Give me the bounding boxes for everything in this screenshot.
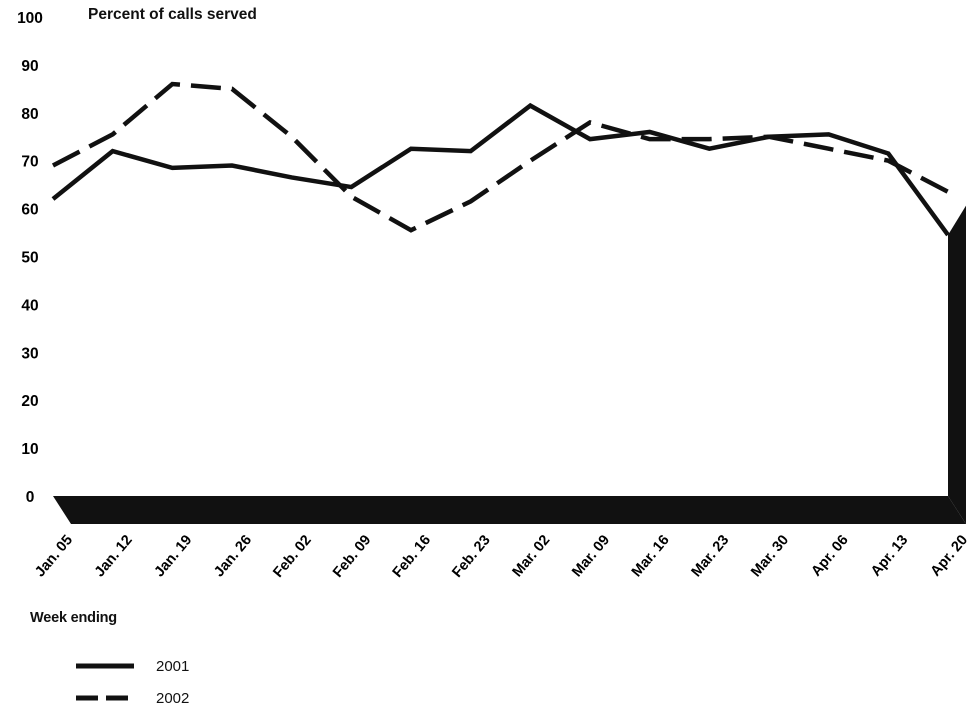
x-tick-label: Mar. 16 bbox=[629, 532, 673, 580]
x-tick-label: Mar. 02 bbox=[510, 532, 554, 580]
y-tick-label: 10 bbox=[21, 441, 38, 458]
x-tick-label: Feb. 09 bbox=[330, 532, 374, 581]
y-tick-label: 100 bbox=[17, 10, 43, 27]
x-tick-label: Apr. 13 bbox=[868, 532, 911, 579]
legend-label: 2001 bbox=[156, 657, 190, 675]
legend-swatch-solid bbox=[76, 663, 134, 669]
x-tick-label: Mar. 09 bbox=[569, 532, 613, 580]
y-tick-label: 30 bbox=[21, 345, 38, 362]
legend: 2001 2002 bbox=[76, 650, 189, 714]
y-tick-label: 90 bbox=[21, 58, 38, 75]
y-tick-label: 60 bbox=[21, 202, 38, 219]
legend-item-2002: 2002 bbox=[76, 682, 189, 714]
x-tick-label: Jan. 26 bbox=[211, 532, 255, 580]
x-tick-label: Jan. 05 bbox=[32, 532, 76, 580]
y-tick-label: 20 bbox=[21, 393, 38, 410]
x-tick-label: Feb. 23 bbox=[449, 532, 493, 581]
y-tick-label: 50 bbox=[21, 250, 38, 267]
x-tick-label: Apr. 06 bbox=[808, 532, 851, 579]
y-tick-label: 70 bbox=[21, 154, 38, 171]
y-tick-label: 0 bbox=[26, 489, 35, 506]
x-tick-label: Mar. 23 bbox=[689, 532, 733, 580]
x-tick-label: Apr. 20 bbox=[928, 532, 971, 579]
x-tick-label: Feb. 02 bbox=[270, 532, 314, 581]
chart-floor bbox=[53, 496, 966, 524]
x-axis-ticks: Jan. 05 Jan. 12 Jan. 19 Jan. 26 Feb. 02 Feb. … bbox=[32, 532, 971, 581]
y-axis-title: Percent of calls served bbox=[88, 6, 257, 23]
legend-label: 2002 bbox=[156, 689, 190, 707]
x-tick-label: Feb. 16 bbox=[390, 532, 434, 581]
series-line-2001 bbox=[51, 102, 950, 237]
legend-item-2001: 2001 bbox=[76, 650, 189, 682]
chart-right-wall bbox=[948, 205, 966, 524]
x-tick-label: Jan. 12 bbox=[92, 532, 136, 580]
x-tick-label: Jan. 19 bbox=[152, 532, 196, 580]
y-tick-label: 80 bbox=[21, 106, 38, 123]
legend-swatch-dashed bbox=[76, 695, 134, 701]
y-axis-ticks: 0 10 20 30 40 50 60 70 80 90 100 bbox=[17, 10, 43, 506]
y-tick-label: 40 bbox=[21, 297, 38, 314]
x-axis-title: Week ending bbox=[30, 610, 117, 626]
series-line-2002 bbox=[51, 81, 950, 233]
x-tick-label: Mar. 30 bbox=[748, 532, 792, 580]
series-lines bbox=[51, 81, 950, 237]
chart-3d-base bbox=[53, 205, 966, 524]
